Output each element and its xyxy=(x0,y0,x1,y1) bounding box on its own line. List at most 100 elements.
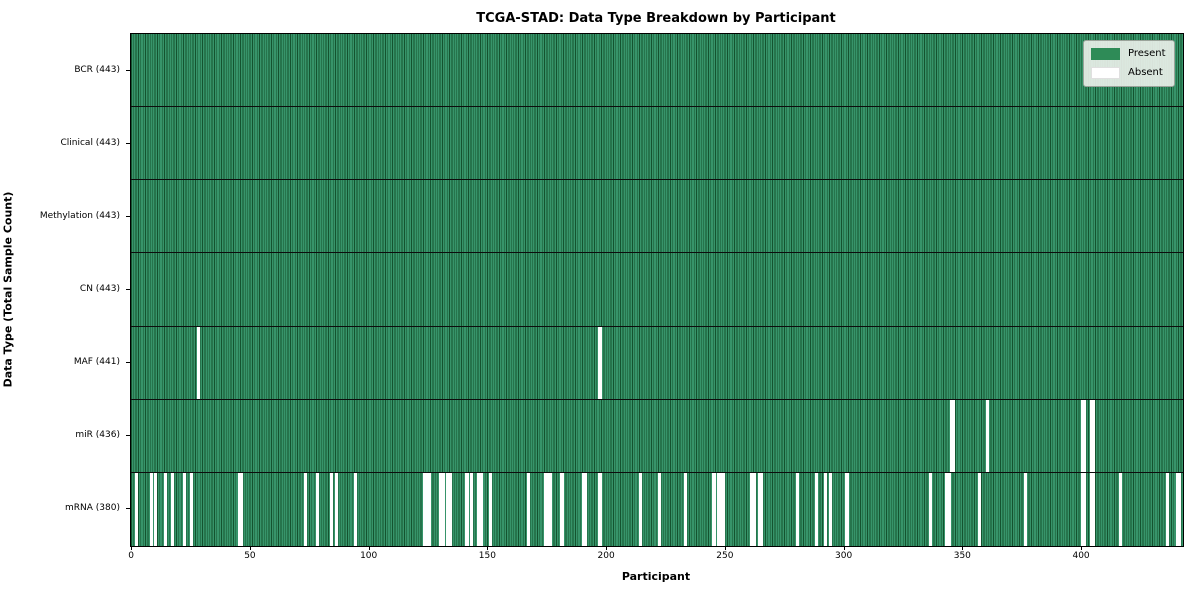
absent-stripe xyxy=(717,472,721,546)
absent-stripe xyxy=(584,472,588,546)
legend-item-absent: Absent xyxy=(1091,65,1166,81)
row-cn xyxy=(131,253,1183,327)
absent-stripe xyxy=(1082,399,1086,472)
absent-stripe xyxy=(479,472,483,546)
absent-stripe xyxy=(657,472,661,546)
absent-stripe xyxy=(448,472,452,546)
absent-stripe xyxy=(543,472,547,546)
absent-stripe xyxy=(1090,472,1094,546)
absent-stripe xyxy=(1166,472,1170,546)
absent-stripe xyxy=(1092,472,1096,546)
absent-stripe xyxy=(978,472,982,546)
absent-stripe xyxy=(465,472,469,546)
row-bcr xyxy=(131,34,1183,108)
absent-stripe xyxy=(985,399,989,472)
y-tick-label: miR (436) xyxy=(75,430,120,441)
legend-swatch-present-icon xyxy=(1091,48,1120,60)
absent-stripe xyxy=(1092,399,1096,472)
y-tick-mark xyxy=(126,289,130,290)
y-tick-mark xyxy=(126,142,130,144)
x-tick-mark xyxy=(131,546,133,550)
absent-stripe xyxy=(446,472,450,546)
row-methylation xyxy=(131,180,1183,254)
absent-stripe xyxy=(548,472,552,546)
absent-stripe xyxy=(560,472,564,546)
absent-stripe xyxy=(949,399,953,472)
x-tick-label: 100 xyxy=(360,551,378,561)
y-tick-mark xyxy=(126,362,130,364)
absent-stripe xyxy=(750,472,754,546)
absent-stripe xyxy=(1082,472,1086,546)
absent-stripe xyxy=(304,472,308,546)
absent-stripe xyxy=(952,399,956,472)
x-tick-label: 0 xyxy=(128,551,135,561)
row-mir xyxy=(131,399,1183,473)
absent-stripe xyxy=(1080,399,1084,472)
legend-label-present: Present xyxy=(1128,48,1166,59)
x-tick-label: 350 xyxy=(953,551,971,561)
absent-stripe xyxy=(135,472,139,546)
absent-stripe xyxy=(171,472,175,546)
absent-stripe xyxy=(598,326,602,399)
x-tick-label: 200 xyxy=(597,551,615,561)
legend-item-present: Present xyxy=(1091,46,1166,62)
absent-stripe xyxy=(757,472,761,546)
absent-stripe xyxy=(439,472,443,546)
absent-stripe xyxy=(427,472,431,546)
x-tick-label: 300 xyxy=(835,551,853,561)
absent-stripe xyxy=(1177,472,1181,546)
absent-stripe xyxy=(527,472,531,546)
y-tick-label: mRNA (380) xyxy=(65,503,120,514)
y-tick-mark xyxy=(126,69,130,71)
y-tick-label: Methylation (443) xyxy=(39,210,120,221)
y-tick-label: CN (443) xyxy=(79,284,120,294)
x-tick-mark xyxy=(487,546,489,550)
chart-title: TCGA-STAD: Data Type Breakdown by Partic… xyxy=(476,11,836,26)
y-tick-mark xyxy=(126,435,130,437)
absent-stripe xyxy=(1023,472,1027,546)
absent-stripe xyxy=(719,472,723,546)
x-tick-mark xyxy=(724,546,726,550)
row-mrna xyxy=(131,472,1183,546)
absent-stripe xyxy=(149,472,153,546)
absent-stripe xyxy=(845,472,849,546)
absent-stripe xyxy=(477,472,481,546)
y-tick-label: BCR (443) xyxy=(74,64,120,75)
absent-stripe xyxy=(237,472,241,546)
absent-stripe xyxy=(759,472,763,546)
x-tick-label: 50 xyxy=(244,551,256,561)
x-tick-mark xyxy=(1081,546,1083,550)
absent-stripe xyxy=(947,472,951,546)
absent-stripe xyxy=(197,326,201,399)
absent-stripe xyxy=(353,472,357,546)
y-tick-label: Clinical (443) xyxy=(60,137,120,148)
absent-stripe xyxy=(638,472,642,546)
absent-stripe xyxy=(422,472,426,546)
absent-stripe xyxy=(928,472,932,546)
absent-stripe xyxy=(1175,472,1179,546)
x-tick-mark xyxy=(606,546,608,550)
absent-stripe xyxy=(425,472,429,546)
plot-area xyxy=(130,33,1184,547)
absent-stripe xyxy=(190,472,194,546)
y-tick-label: MAF (441) xyxy=(73,357,120,368)
absent-stripe xyxy=(824,472,828,546)
x-tick-mark xyxy=(249,546,251,550)
absent-stripe xyxy=(1090,399,1094,472)
x-tick-mark xyxy=(843,546,845,550)
x-tick-label: 250 xyxy=(716,551,734,561)
absent-stripe xyxy=(945,472,949,546)
x-tick-mark xyxy=(962,546,964,550)
absent-stripe xyxy=(752,472,756,546)
absent-stripe xyxy=(330,472,334,546)
row-clinical xyxy=(131,107,1183,181)
absent-stripe xyxy=(814,472,818,546)
y-tick-mark xyxy=(126,215,130,217)
x-tick-mark xyxy=(368,546,370,550)
absent-stripe xyxy=(712,472,716,546)
absent-stripe xyxy=(581,472,585,546)
x-axis-title: Participant xyxy=(621,570,691,583)
absent-stripe xyxy=(795,472,799,546)
row-maf xyxy=(131,326,1183,400)
